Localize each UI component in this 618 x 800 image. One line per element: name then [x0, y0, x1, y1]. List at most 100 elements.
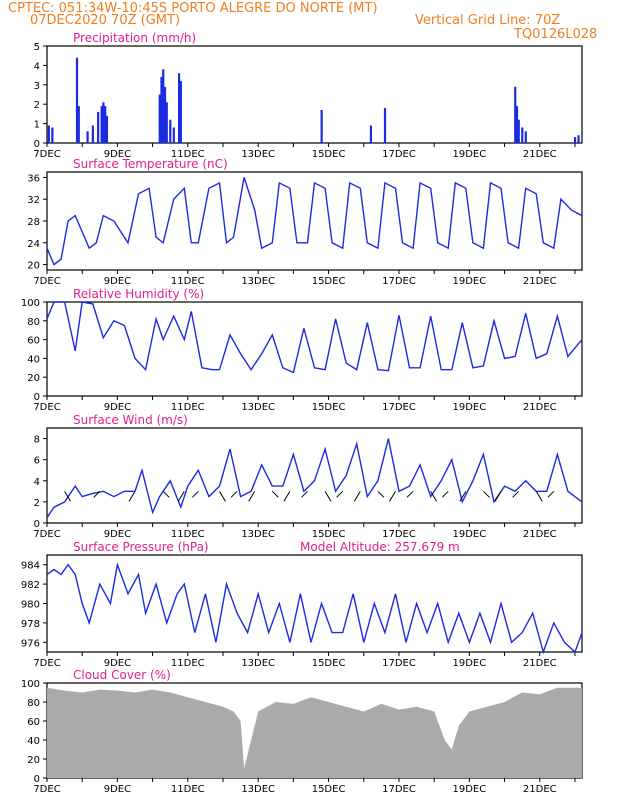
wind-arrow: [64, 491, 72, 502]
wind-ytick-label: 4: [34, 477, 40, 488]
precip-bar: [515, 106, 519, 143]
temp-ytick-label: 28: [27, 217, 40, 228]
cloud-ytick-label: 0: [34, 774, 40, 785]
cloud-xtick-label: 19DEC: [453, 784, 487, 795]
wind-xtick-label: 9DEC: [104, 529, 131, 540]
precip-bar: [172, 127, 175, 143]
pres-xtick-label: 21DEC: [523, 658, 557, 669]
pres-title: Surface Pressure (hPa): [73, 540, 209, 554]
precip-ytick-label: 4: [34, 61, 40, 72]
precip-bar: [100, 106, 103, 143]
wind-arrow: [483, 490, 490, 498]
rh-series-line: [46, 301, 583, 374]
rh-ytick-label: 60: [27, 336, 40, 347]
precip-bar: [165, 102, 168, 143]
rh-ytick-label: 0: [34, 392, 40, 403]
cloud-xtick-label: 9DEC: [104, 784, 131, 795]
temp-ytick-label: 36: [27, 173, 40, 184]
cloud-xtick-label: 15DEC: [312, 784, 346, 795]
pres-ytick-label: 982: [21, 580, 40, 591]
cloud-ytick-label: 60: [27, 717, 40, 728]
precip-bar: [177, 73, 181, 143]
cloud-xtick-label: 17DEC: [382, 784, 416, 795]
rh-ytick-label: 80: [27, 317, 40, 328]
precip-bar: [514, 86, 517, 143]
cloud-ytick-label: 20: [27, 755, 40, 766]
wind-arrow: [324, 491, 332, 502]
wind-arrow: [441, 490, 449, 498]
wind-ytick-label: 2: [34, 498, 40, 509]
precip-xtick-label: 7DEC: [33, 149, 60, 160]
cloud-xtick-label: 11DEC: [171, 784, 205, 795]
temp-xtick-label: 21DEC: [523, 276, 557, 287]
precip-xtick-label: 13DEC: [241, 149, 275, 160]
header-grid-line: Vertical Grid Line: 70Z: [415, 13, 561, 28]
precip-bar: [577, 135, 580, 143]
precip-xtick-label: 21DEC: [523, 149, 557, 160]
wind-arrow: [230, 490, 238, 498]
wind-arrow: [248, 491, 256, 502]
temp-ytick-label: 20: [27, 261, 40, 272]
precip-bar: [47, 125, 50, 143]
temp-xtick-label: 7DEC: [33, 276, 60, 287]
rh-xtick-label: 13DEC: [241, 402, 275, 413]
rh-ytick-label: 40: [27, 354, 40, 365]
wind-arrow: [128, 491, 136, 502]
precip-bar: [104, 106, 107, 143]
wind-arrow: [353, 491, 361, 502]
wind-arrow: [512, 490, 519, 498]
precip-bar: [77, 106, 80, 143]
temp-series-line: [46, 177, 583, 266]
precip-ytick-label: 3: [34, 81, 40, 92]
wind-arrow: [271, 490, 279, 498]
temp-xtick-label: 11DEC: [171, 276, 205, 287]
wind-xtick-label: 21DEC: [523, 529, 557, 540]
wind-arrow: [283, 491, 291, 502]
temp-xtick-label: 9DEC: [104, 276, 131, 287]
wind-arrow: [459, 491, 467, 502]
wind-xtick-label: 13DEC: [241, 529, 275, 540]
wind-title: Surface Wind (m/s): [73, 413, 188, 427]
temp-xtick-label: 13DEC: [241, 276, 275, 287]
pres-ytick-label: 978: [21, 619, 40, 630]
precip-bar: [105, 115, 109, 143]
precip-bar: [102, 102, 105, 143]
pres-subtitle: Model Altitude: 257.679 m: [300, 540, 460, 554]
precip-bar: [162, 69, 165, 143]
wind-ytick-label: 0: [34, 519, 40, 530]
wind-arrow: [494, 491, 502, 502]
precip-bar: [524, 131, 527, 143]
temp-ytick-label: 24: [27, 239, 40, 250]
pres-xtick-label: 19DEC: [453, 658, 487, 669]
precip-bar: [51, 127, 54, 143]
wind-arrow: [177, 491, 185, 502]
pres-frame: [46, 554, 583, 653]
cloud-xtick-label: 13DEC: [241, 784, 275, 795]
pres-xtick-label: 13DEC: [241, 658, 275, 669]
rh-xtick-label: 15DEC: [312, 402, 346, 413]
precip-ytick-label: 0: [34, 139, 40, 150]
precip-ytick-label: 1: [34, 120, 40, 131]
header-model-code: TQ0126L028: [514, 27, 598, 42]
precip-bar: [75, 57, 79, 143]
rh-ytick-label: 20: [27, 373, 40, 384]
pres-ytick-label: 984: [21, 561, 40, 572]
precip-xtick-label: 19DEC: [453, 149, 487, 160]
wind-xtick-label: 17DEC: [382, 529, 416, 540]
temp-xtick-label: 17DEC: [382, 276, 416, 287]
rh-xtick-label: 11DEC: [171, 402, 205, 413]
pres-series-line: [46, 562, 583, 655]
precip-bar: [517, 119, 520, 143]
precip-bar: [369, 125, 373, 143]
wind-arrow: [535, 491, 543, 502]
rh-xtick-label: 9DEC: [104, 402, 131, 413]
wind-arrow: [547, 490, 555, 498]
cloud-title: Cloud Cover (%): [73, 668, 171, 682]
header-location: CPTEC: 051:34W-10:45S PORTO ALEGRE DO NO…: [8, 1, 378, 16]
header-date: 07DEC2020 70Z (GMT): [30, 13, 181, 28]
pres-xtick-label: 7DEC: [33, 658, 60, 669]
wind-xtick-label: 7DEC: [33, 529, 60, 540]
cloud-ytick-label: 80: [27, 698, 40, 709]
wind-series-line: [46, 438, 583, 519]
